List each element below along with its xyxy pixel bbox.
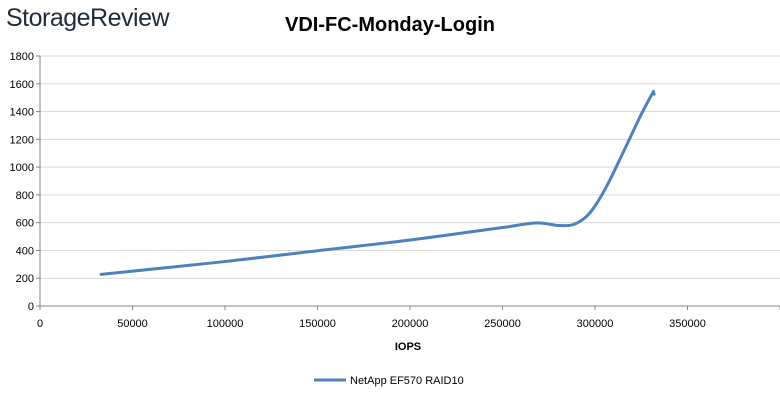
gridlines <box>40 55 780 279</box>
x-tick-label: 250000 <box>484 318 521 330</box>
x-tick-label: 200000 <box>392 318 429 330</box>
chart-title: VDI-FC-Monday-Login <box>285 14 495 36</box>
y-tick-label: 400 <box>16 245 34 257</box>
x-axis-title: IOPS <box>395 341 421 353</box>
x-tick-label: 50000 <box>117 318 148 330</box>
x-tick-label: 0 <box>37 318 43 330</box>
legend-label: NetApp EF570 RAID10 <box>350 375 464 387</box>
y-tick-label: 1000 <box>10 162 34 174</box>
y-tick-label: 600 <box>16 218 34 230</box>
x-tick-label: 300000 <box>577 318 614 330</box>
storagereview-logo: StorageReview <box>6 4 170 32</box>
x-tick-label: 350000 <box>669 318 706 330</box>
legend: NetApp EF570 RAID10 <box>314 375 464 387</box>
axes: 0 200 400 600 800 1000 1200 1400 1600 1800 0 50000 1… <box>10 51 780 330</box>
series-layer <box>99 89 656 276</box>
x-tick-label: 100000 <box>207 318 244 330</box>
y-tick-label: 1400 <box>10 107 34 119</box>
x-tick-label: 150000 <box>299 318 336 330</box>
series-line-netapp-ef570-raid10 <box>99 89 656 276</box>
y-tick-label: 200 <box>16 273 34 285</box>
y-tick-label: 1600 <box>10 79 34 91</box>
y-tick-label: 0 <box>28 301 34 313</box>
y-tick-label: 800 <box>16 190 34 202</box>
y-tick-label: 1200 <box>10 134 34 146</box>
y-tick-label: 1800 <box>10 51 34 63</box>
